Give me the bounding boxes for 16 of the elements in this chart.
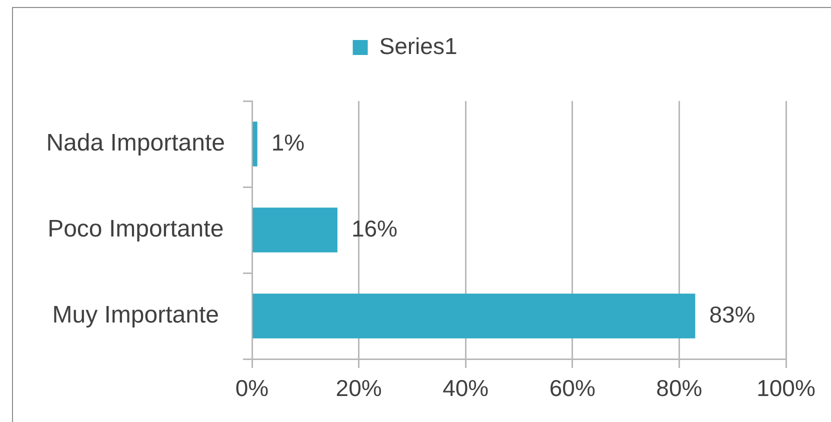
x-tick-label: 0% (235, 375, 269, 402)
x-tick-label: 100% (756, 375, 816, 402)
bar (252, 208, 338, 252)
bar (252, 294, 696, 338)
y-tick-label: Poco Importante (48, 216, 224, 243)
data-label: 16% (351, 215, 398, 242)
y-tick-label: Nada Importante (46, 130, 226, 157)
x-tick-label: 20% (336, 375, 382, 402)
bar (252, 122, 258, 166)
y-tick-label: Muy Importante (52, 302, 219, 329)
data-label: 83% (709, 301, 756, 328)
legend-label: Series1 (379, 32, 458, 59)
x-tick-label: 40% (442, 375, 489, 402)
data-label: 1% (271, 129, 305, 156)
x-tick-label: 60% (549, 375, 596, 402)
x-tick-label: 80% (656, 375, 702, 402)
